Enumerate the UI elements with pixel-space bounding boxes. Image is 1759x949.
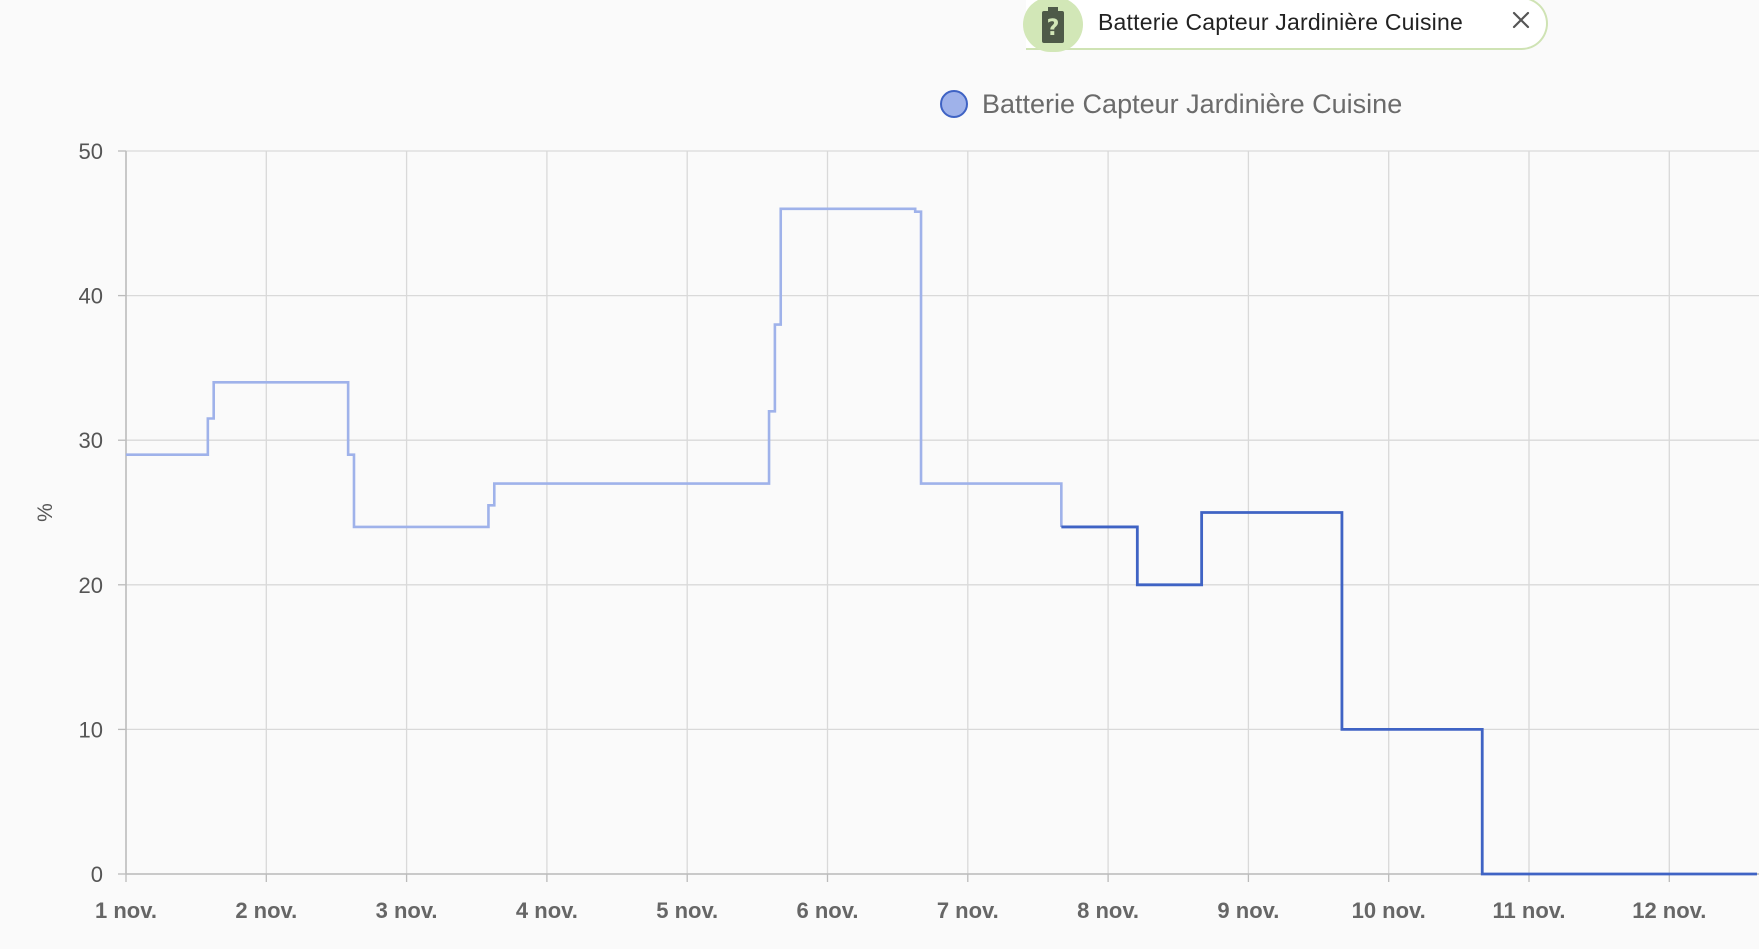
y-tick-label: 20 <box>79 573 103 598</box>
x-tick-label: 12 nov. <box>1632 898 1706 923</box>
x-tick-label: 3 nov. <box>376 898 438 923</box>
x-tick-label: 2 nov. <box>235 898 297 923</box>
x-tick-label: 10 nov. <box>1352 898 1426 923</box>
y-tick-label: 40 <box>79 284 103 309</box>
x-tick-label: 8 nov. <box>1077 898 1139 923</box>
svg-text:?: ? <box>1047 16 1060 41</box>
legend-item[interactable]: Batterie Capteur Jardinière Cuisine <box>940 86 1402 122</box>
legend-label: Batterie Capteur Jardinière Cuisine <box>982 88 1403 119</box>
x-tick-label: 9 nov. <box>1217 898 1279 923</box>
y-axis-title: % <box>34 503 57 522</box>
x-tick-label: 1 nov. <box>95 898 157 923</box>
y-tick-label: 30 <box>79 428 103 453</box>
y-tick-label: 50 <box>79 139 103 164</box>
x-tick-label: 11 nov. <box>1493 898 1566 923</box>
close-icon[interactable] <box>1506 5 1536 35</box>
y-tick-label: 0 <box>91 862 103 887</box>
x-tick-label: 7 nov. <box>937 898 999 923</box>
entity-chip-label: Batterie Capteur Jardinière Cuisine <box>1098 9 1463 35</box>
entity-chip[interactable]: ? Batterie Capteur Jardinière Cuisine <box>1023 0 1548 52</box>
y-tick-label: 10 <box>79 717 103 742</box>
series-line-highlighted <box>1061 511 1757 876</box>
x-tick-label: 4 nov. <box>516 898 578 923</box>
battery-unknown-icon: ? <box>1023 0 1083 52</box>
legend-swatch <box>940 90 968 118</box>
x-tick-label: 6 nov. <box>797 898 859 923</box>
series-line-faded <box>126 207 1063 529</box>
x-tick-label: 5 nov. <box>656 898 718 923</box>
